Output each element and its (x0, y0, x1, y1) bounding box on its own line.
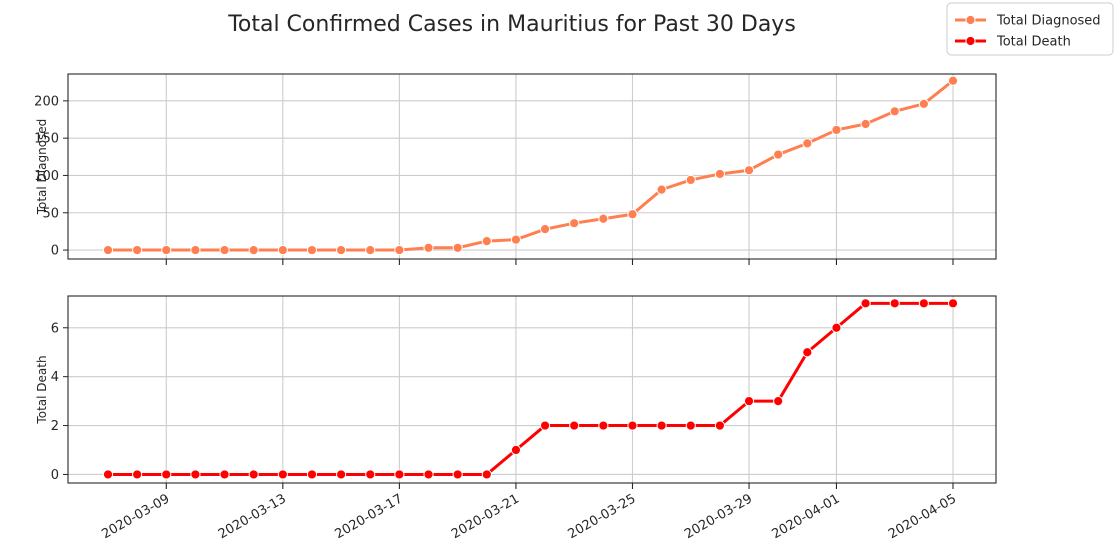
data-point (277, 469, 288, 480)
data-point (336, 244, 347, 256)
x-tick-label: 2020-03-29 (682, 491, 755, 542)
y-tick-label: 0 (51, 244, 59, 259)
data-point (190, 469, 201, 480)
data-point (889, 298, 900, 309)
data-point (860, 298, 871, 309)
data-point (714, 168, 725, 180)
legend-marker (965, 14, 976, 26)
panel-2: 0 2 4 6 Total Death (35, 295, 997, 489)
data-point (802, 347, 813, 358)
data-point (132, 469, 143, 480)
plot-frame (67, 295, 997, 484)
plot-frame (67, 73, 997, 260)
data-point (394, 469, 405, 480)
y-tick-label: 50 (42, 206, 59, 221)
data-point (831, 322, 842, 333)
data-point (161, 469, 172, 480)
data-point (481, 235, 492, 247)
data-point (102, 244, 114, 256)
data-point (161, 244, 172, 256)
data-point (889, 106, 900, 117)
data-point (569, 218, 580, 229)
y-tick-label: 200 (34, 94, 59, 109)
y-tick-label: 4 (51, 370, 59, 385)
data-point (394, 244, 405, 256)
data-point (452, 469, 463, 480)
x-tick-label: 2020-04-05 (886, 491, 959, 542)
series-line (106, 301, 955, 476)
y-tick-label: 0 (51, 468, 59, 483)
data-point (947, 298, 959, 309)
data-point (656, 420, 667, 431)
data-point (248, 244, 259, 256)
y-axis-label: Total Diagnosed (35, 119, 49, 216)
data-point (773, 149, 784, 160)
legend-label: Total Diagnosed (996, 14, 1101, 29)
data-point (598, 213, 609, 224)
legend-label: Total Death (996, 35, 1071, 50)
data-point (132, 244, 143, 256)
data-point (423, 469, 434, 480)
data-point (306, 244, 318, 256)
data-point (219, 469, 230, 480)
data-point (685, 174, 696, 186)
data-point (277, 244, 288, 256)
y-tick-label: 2 (51, 419, 59, 434)
data-point (219, 244, 230, 256)
data-point (365, 244, 376, 256)
data-point (365, 469, 376, 480)
data-point (918, 98, 929, 109)
data-point (598, 420, 609, 431)
data-point (627, 420, 638, 431)
y-tick-label: 100 (34, 169, 59, 184)
x-tick-label: 2020-03-21 (449, 491, 522, 542)
data-point (423, 242, 434, 253)
data-point (743, 396, 755, 407)
data-point (569, 420, 580, 431)
series-line (106, 79, 955, 252)
data-point (947, 75, 959, 86)
x-tick-label: 2020-03-09 (99, 491, 172, 542)
panel-1: 0 50 100 150 200 Total Diagnosed (34, 73, 997, 265)
data-point (539, 224, 551, 235)
data-point (102, 469, 114, 480)
data-point (656, 184, 667, 195)
data-point (773, 396, 784, 407)
data-point (190, 244, 201, 256)
data-point (714, 420, 725, 431)
data-point (831, 124, 842, 136)
x-tick-label: 2020-03-13 (216, 491, 289, 542)
data-point (685, 420, 696, 431)
y-axis-label: Total Death (35, 355, 49, 424)
legend: Total Diagnosed Total Death (946, 2, 1114, 56)
data-point (627, 209, 638, 220)
y-tick-label: 6 (51, 321, 59, 336)
x-tick-label: 2020-03-25 (566, 491, 639, 542)
x-tick-label: 2020-03-17 (332, 491, 405, 542)
data-point (452, 242, 463, 253)
data-point (918, 298, 929, 309)
data-point (802, 138, 813, 149)
data-point (743, 165, 755, 176)
data-point (510, 444, 522, 456)
data-point (510, 234, 522, 245)
legend-marker (965, 35, 976, 47)
data-point (539, 420, 551, 431)
data-point (248, 469, 259, 480)
data-point (306, 469, 318, 480)
data-point (336, 469, 347, 480)
data-point (481, 469, 492, 480)
data-point (860, 118, 871, 130)
legend-box (946, 2, 1114, 56)
y-tick-label: 150 (34, 132, 59, 147)
chart-title: Total Confirmed Cases in Mauritius for P… (227, 12, 796, 37)
x-tick-label: 2020-04-01 (770, 491, 843, 542)
